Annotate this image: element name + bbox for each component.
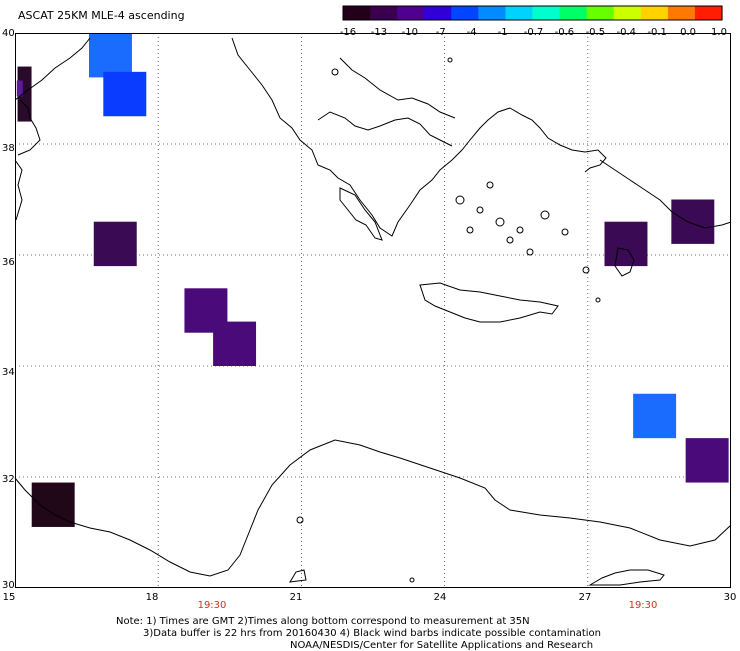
data-cell bbox=[685, 438, 729, 483]
islands bbox=[296, 57, 601, 583]
coast-balkans bbox=[231, 37, 607, 237]
time-label-right: 19:30 bbox=[628, 600, 658, 611]
colorbar-tick-label: -13 bbox=[370, 27, 388, 38]
lat-label-32: 32 bbox=[2, 474, 15, 485]
lon-label-21: 21 bbox=[289, 592, 303, 603]
data-cell bbox=[31, 482, 75, 527]
lat-label-36: 36 bbox=[2, 257, 15, 268]
colorbar-swatch bbox=[505, 6, 534, 20]
data-cell bbox=[213, 321, 257, 366]
colorbar-border bbox=[342, 5, 723, 21]
note-line-1: Note: 1) Times are GMT 2)Times along bot… bbox=[116, 616, 530, 627]
map-title: ASCAT 25KM MLE-4 ascending bbox=[18, 9, 185, 22]
colorbar-swatch bbox=[397, 6, 425, 20]
coast-island-sw bbox=[588, 569, 665, 586]
note-line-2: 3)Data buffer is 22 hrs from 20160430 4)… bbox=[143, 628, 601, 639]
colorbar-swatch bbox=[532, 6, 561, 20]
lat-label-34: 34 bbox=[2, 367, 15, 378]
colorbar-swatch bbox=[478, 6, 507, 20]
colorbar-swatch bbox=[667, 6, 696, 20]
colorbar-tick-label: -0.1 bbox=[647, 27, 667, 38]
lon-label-24: 24 bbox=[433, 592, 447, 603]
map-frame bbox=[15, 33, 731, 588]
colorbar-tick-label: -10 bbox=[401, 27, 418, 38]
colorbar-tick-label: -0.4 bbox=[616, 27, 637, 38]
coast-rhodes bbox=[614, 247, 635, 277]
lat-label-40: 40 bbox=[2, 28, 15, 39]
colorbar-tick-label: 0.0 bbox=[680, 27, 697, 38]
data-cell bbox=[93, 221, 137, 267]
data-cell bbox=[88, 33, 132, 78]
colorbar-tick-label: 1.0 bbox=[711, 27, 727, 38]
colorbar-swatch bbox=[694, 6, 723, 20]
colorbar-tick-label: -0.6 bbox=[554, 27, 575, 38]
coast-italy bbox=[14, 37, 91, 221]
colorbar-tick-label: -4 bbox=[466, 27, 477, 38]
data-cell bbox=[671, 199, 715, 244]
coast-greece-inner bbox=[317, 57, 456, 147]
data-cell bbox=[604, 221, 648, 267]
lat-label-38: 38 bbox=[2, 143, 15, 154]
colorbar-tick-label: -0.5 bbox=[585, 27, 606, 38]
coast-island-small bbox=[289, 569, 307, 583]
colorbar-swatch bbox=[370, 6, 398, 20]
colorbar-swatch bbox=[640, 6, 669, 20]
coast-turkey bbox=[599, 159, 732, 229]
colorbar-tick-label: -0.7 bbox=[523, 27, 544, 38]
data-cell bbox=[633, 393, 677, 439]
time-label-left: 19:30 bbox=[197, 600, 227, 611]
lon-label-15: 15 bbox=[2, 592, 16, 603]
coast-peloponnese bbox=[339, 187, 383, 241]
colorbar-swatch bbox=[586, 6, 615, 20]
colorbar-swatch bbox=[613, 6, 642, 20]
coastlines bbox=[14, 37, 732, 586]
colorbar-swatch bbox=[559, 6, 588, 20]
coast-north-africa bbox=[14, 439, 732, 577]
lat-label-30: 30 bbox=[2, 580, 15, 591]
colorbar-tick-label: -1 bbox=[497, 27, 508, 38]
lon-label-18: 18 bbox=[145, 592, 159, 603]
coast-crete bbox=[419, 282, 559, 323]
data-cell bbox=[103, 71, 147, 117]
lon-label-27: 27 bbox=[578, 592, 592, 603]
colorbar-tick-label: -7 bbox=[435, 27, 446, 38]
colorbar bbox=[342, 5, 723, 21]
colorbar-swatch bbox=[451, 6, 479, 20]
lon-label-30: 30 bbox=[723, 592, 737, 603]
data-cell bbox=[16, 80, 23, 97]
colorbar-tick-label: -16 bbox=[339, 27, 357, 38]
note-line-3: NOAA/NESDIS/Center for Satellite Applica… bbox=[290, 640, 594, 651]
colorbar-swatch bbox=[424, 6, 452, 20]
colorbar-swatch bbox=[343, 6, 371, 20]
